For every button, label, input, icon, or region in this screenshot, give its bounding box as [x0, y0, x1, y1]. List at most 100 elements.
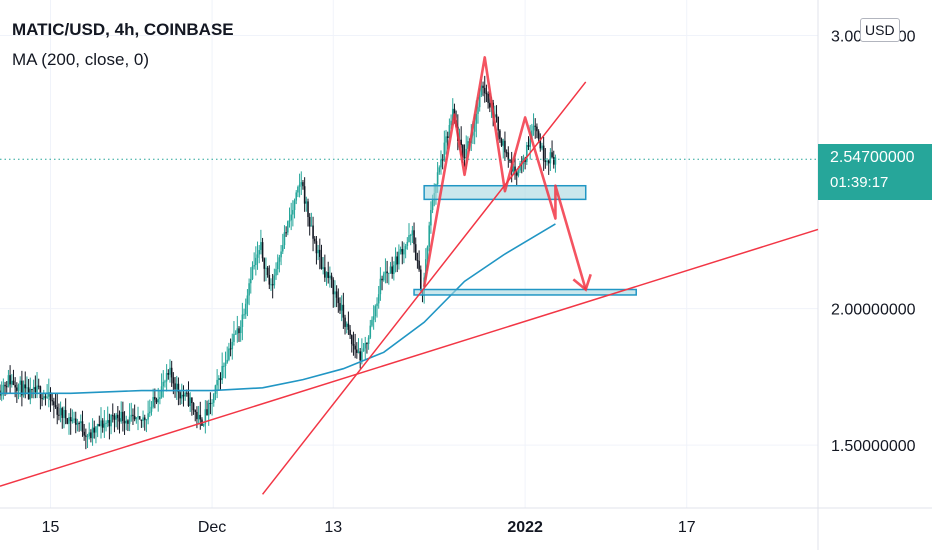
candle-body-106	[177, 383, 180, 393]
candle-body-253	[425, 259, 427, 278]
candle-body-181	[303, 186, 306, 204]
candle-body-179	[300, 182, 303, 185]
candle-body-46	[76, 422, 79, 425]
candle-body-319	[536, 126, 538, 132]
support-zone-1[interactable]	[413, 288, 637, 296]
candle-body-3	[4, 384, 6, 387]
candle-body-68	[113, 415, 116, 420]
candle-body-86	[143, 417, 146, 420]
candle-body-117	[196, 411, 198, 420]
candle-body-235	[394, 256, 397, 266]
candle-body-283	[475, 113, 478, 124]
candle-body-107	[179, 392, 181, 399]
candle-body-233	[391, 266, 393, 274]
candle-body-232	[389, 266, 392, 273]
candle-body-48	[79, 421, 82, 424]
candle-body-127	[212, 393, 215, 403]
candle-body-70	[117, 414, 119, 419]
candle-body-151	[253, 265, 255, 267]
candle-body-71	[118, 418, 121, 422]
candle-body-194	[325, 272, 328, 278]
candle-body-40	[66, 418, 69, 424]
candle-body-237	[398, 251, 400, 265]
candle-body-93	[155, 399, 158, 403]
last-price-value: 2.54700000	[830, 149, 915, 167]
candle-body-308	[517, 170, 520, 176]
candle-body-276	[463, 157, 466, 159]
symbol-title: MATIC/USD, 4h, COINBASE	[12, 20, 234, 39]
candle-body-49	[81, 421, 84, 432]
candle-body-147	[246, 295, 249, 304]
projection-arrowhead	[572, 273, 592, 292]
time-axis-label-2: 13	[324, 519, 342, 536]
candle-body-195	[327, 272, 330, 279]
candle-body-132	[221, 365, 223, 381]
candle-body-27	[44, 396, 47, 398]
candle-body-32	[53, 401, 55, 406]
candle-body-144	[241, 314, 244, 327]
currency-button[interactable]: USD	[860, 18, 900, 42]
candle-body-223	[374, 306, 377, 317]
candle-body-155	[260, 242, 262, 251]
candle-body-41	[68, 417, 70, 424]
candle-body-118	[197, 414, 200, 420]
trendline-0[interactable]	[0, 228, 819, 487]
candle-body-125	[209, 403, 212, 405]
candle-body-116	[194, 410, 197, 412]
candle-body-53	[88, 432, 91, 437]
candle-body-245	[411, 230, 414, 235]
candle-body-83	[138, 416, 141, 420]
candle-body-82	[137, 416, 139, 418]
candle-body-220	[369, 325, 372, 338]
candle-body-135	[226, 359, 229, 363]
candle-body-255	[428, 225, 430, 247]
candle-body-202	[339, 303, 341, 311]
candle-body-265	[445, 136, 447, 143]
candle-body-158	[265, 267, 267, 269]
candle-body-262	[440, 159, 442, 168]
trendline-1[interactable]	[261, 81, 587, 495]
candle-body-94	[157, 399, 160, 403]
candle-body-138	[231, 341, 234, 350]
candle-body-122	[204, 409, 207, 424]
candle-body-236	[396, 256, 399, 265]
candle-body-278	[467, 141, 469, 149]
candle-body-47	[78, 422, 80, 424]
candle-body-78	[130, 414, 133, 417]
candle-body-69	[115, 414, 117, 420]
candle-body-289	[485, 93, 488, 95]
candle-body-154	[258, 250, 261, 255]
candle-body-173	[290, 214, 292, 221]
candle-body-263	[441, 159, 444, 161]
candle-body-61	[101, 420, 104, 428]
candle-body-241	[404, 245, 407, 250]
candle-body-244	[409, 234, 412, 236]
candle-body-97	[162, 381, 165, 387]
candle-body-35	[58, 414, 60, 416]
candle-body-167	[280, 251, 282, 258]
candle-body-72	[120, 411, 122, 422]
candle-body-177	[297, 186, 299, 193]
candle-body-226	[379, 278, 382, 295]
indicator-legend[interactable]: MA (200, close, 0)	[12, 50, 150, 69]
candle-body-105	[175, 383, 178, 390]
candle-body-79	[132, 414, 134, 416]
candle-body-303	[509, 159, 511, 162]
candle-body-14	[22, 384, 25, 396]
candle-body-213	[357, 351, 360, 353]
candle-body-91	[152, 397, 154, 407]
candle-body-7	[10, 380, 13, 385]
candle-body-65	[108, 420, 111, 427]
candle-body-22	[36, 385, 38, 393]
projection-path[interactable]	[422, 56, 587, 290]
candle-body-25	[41, 398, 43, 400]
candle-body-124	[207, 403, 210, 416]
candle-body-198	[332, 279, 335, 295]
price-axis-label-1: 2.00000000	[831, 302, 916, 319]
candle-body-295	[495, 114, 498, 117]
candle-body-287	[482, 85, 484, 88]
candle-body-16	[26, 387, 28, 389]
candle-body-113	[189, 397, 191, 406]
